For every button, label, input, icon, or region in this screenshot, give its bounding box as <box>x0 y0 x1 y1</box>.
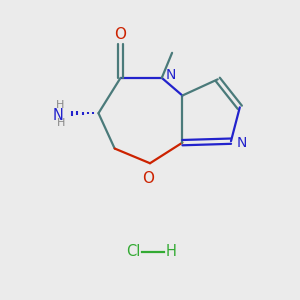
Text: N: N <box>52 108 63 123</box>
Text: Cl: Cl <box>127 244 141 259</box>
Text: H: H <box>57 118 65 128</box>
Text: O: O <box>142 172 154 187</box>
Text: N: N <box>236 136 247 150</box>
Text: O: O <box>115 27 127 42</box>
Text: N: N <box>165 68 176 82</box>
Text: H: H <box>56 100 64 110</box>
Text: H: H <box>165 244 176 259</box>
